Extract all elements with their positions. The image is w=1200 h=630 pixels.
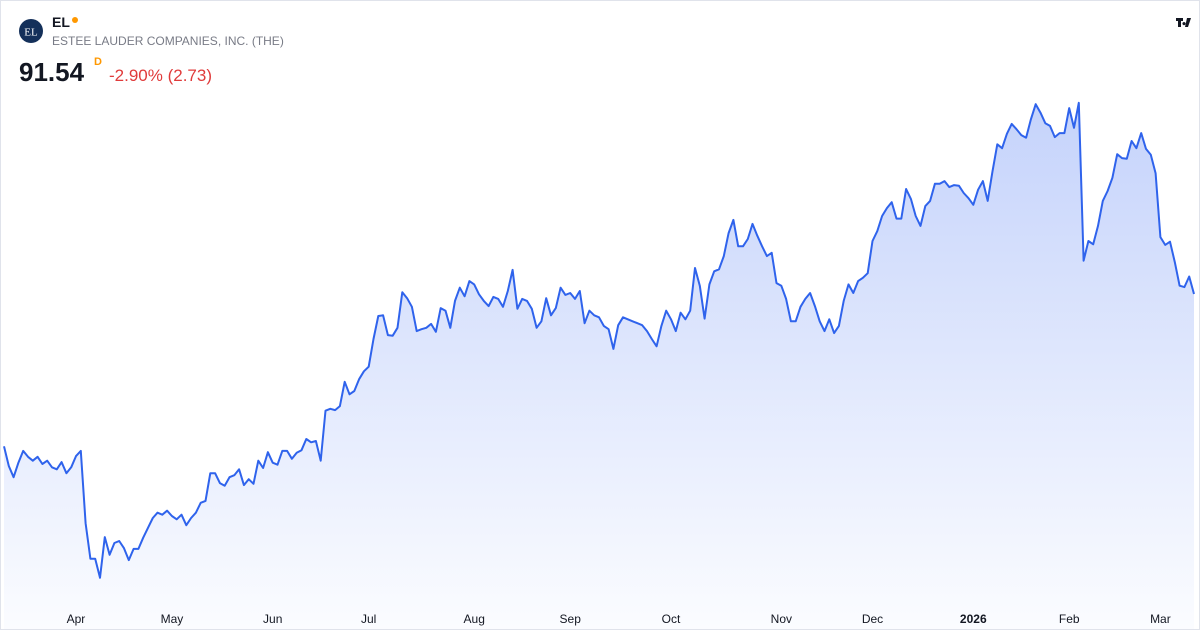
- change: -2.90% (2.73): [109, 66, 212, 85]
- x-tick-label: Jun: [263, 612, 282, 626]
- brand-icon[interactable]: [1171, 11, 1199, 33]
- company-name: ESTEE LAUDER COMPANIES, INC. (THE): [52, 34, 284, 48]
- x-tick-label: Mar: [1150, 612, 1171, 626]
- x-tick-label: Jul: [361, 612, 376, 626]
- x-tick-label: Nov: [771, 612, 792, 626]
- x-tick-label: Apr: [67, 612, 86, 626]
- price-line: [3, 101, 1195, 579]
- x-tick-label: Feb: [1059, 612, 1080, 626]
- interval: D: [94, 56, 102, 68]
- status-dot: [72, 17, 78, 23]
- area-fill: [4, 102, 1194, 629]
- price: 91.54: [19, 57, 85, 87]
- x-tick-label: Dec: [862, 612, 883, 626]
- x-tick-label: Aug: [464, 612, 485, 626]
- logo: EL: [19, 19, 43, 43]
- ticker: EL: [52, 14, 70, 30]
- x-tick-label: May: [161, 612, 184, 626]
- x-tick-label: 2026: [960, 612, 987, 626]
- x-tick-label: Sep: [560, 612, 582, 626]
- x-tick-label: Oct: [662, 612, 681, 626]
- logo-text: EL: [24, 27, 38, 39]
